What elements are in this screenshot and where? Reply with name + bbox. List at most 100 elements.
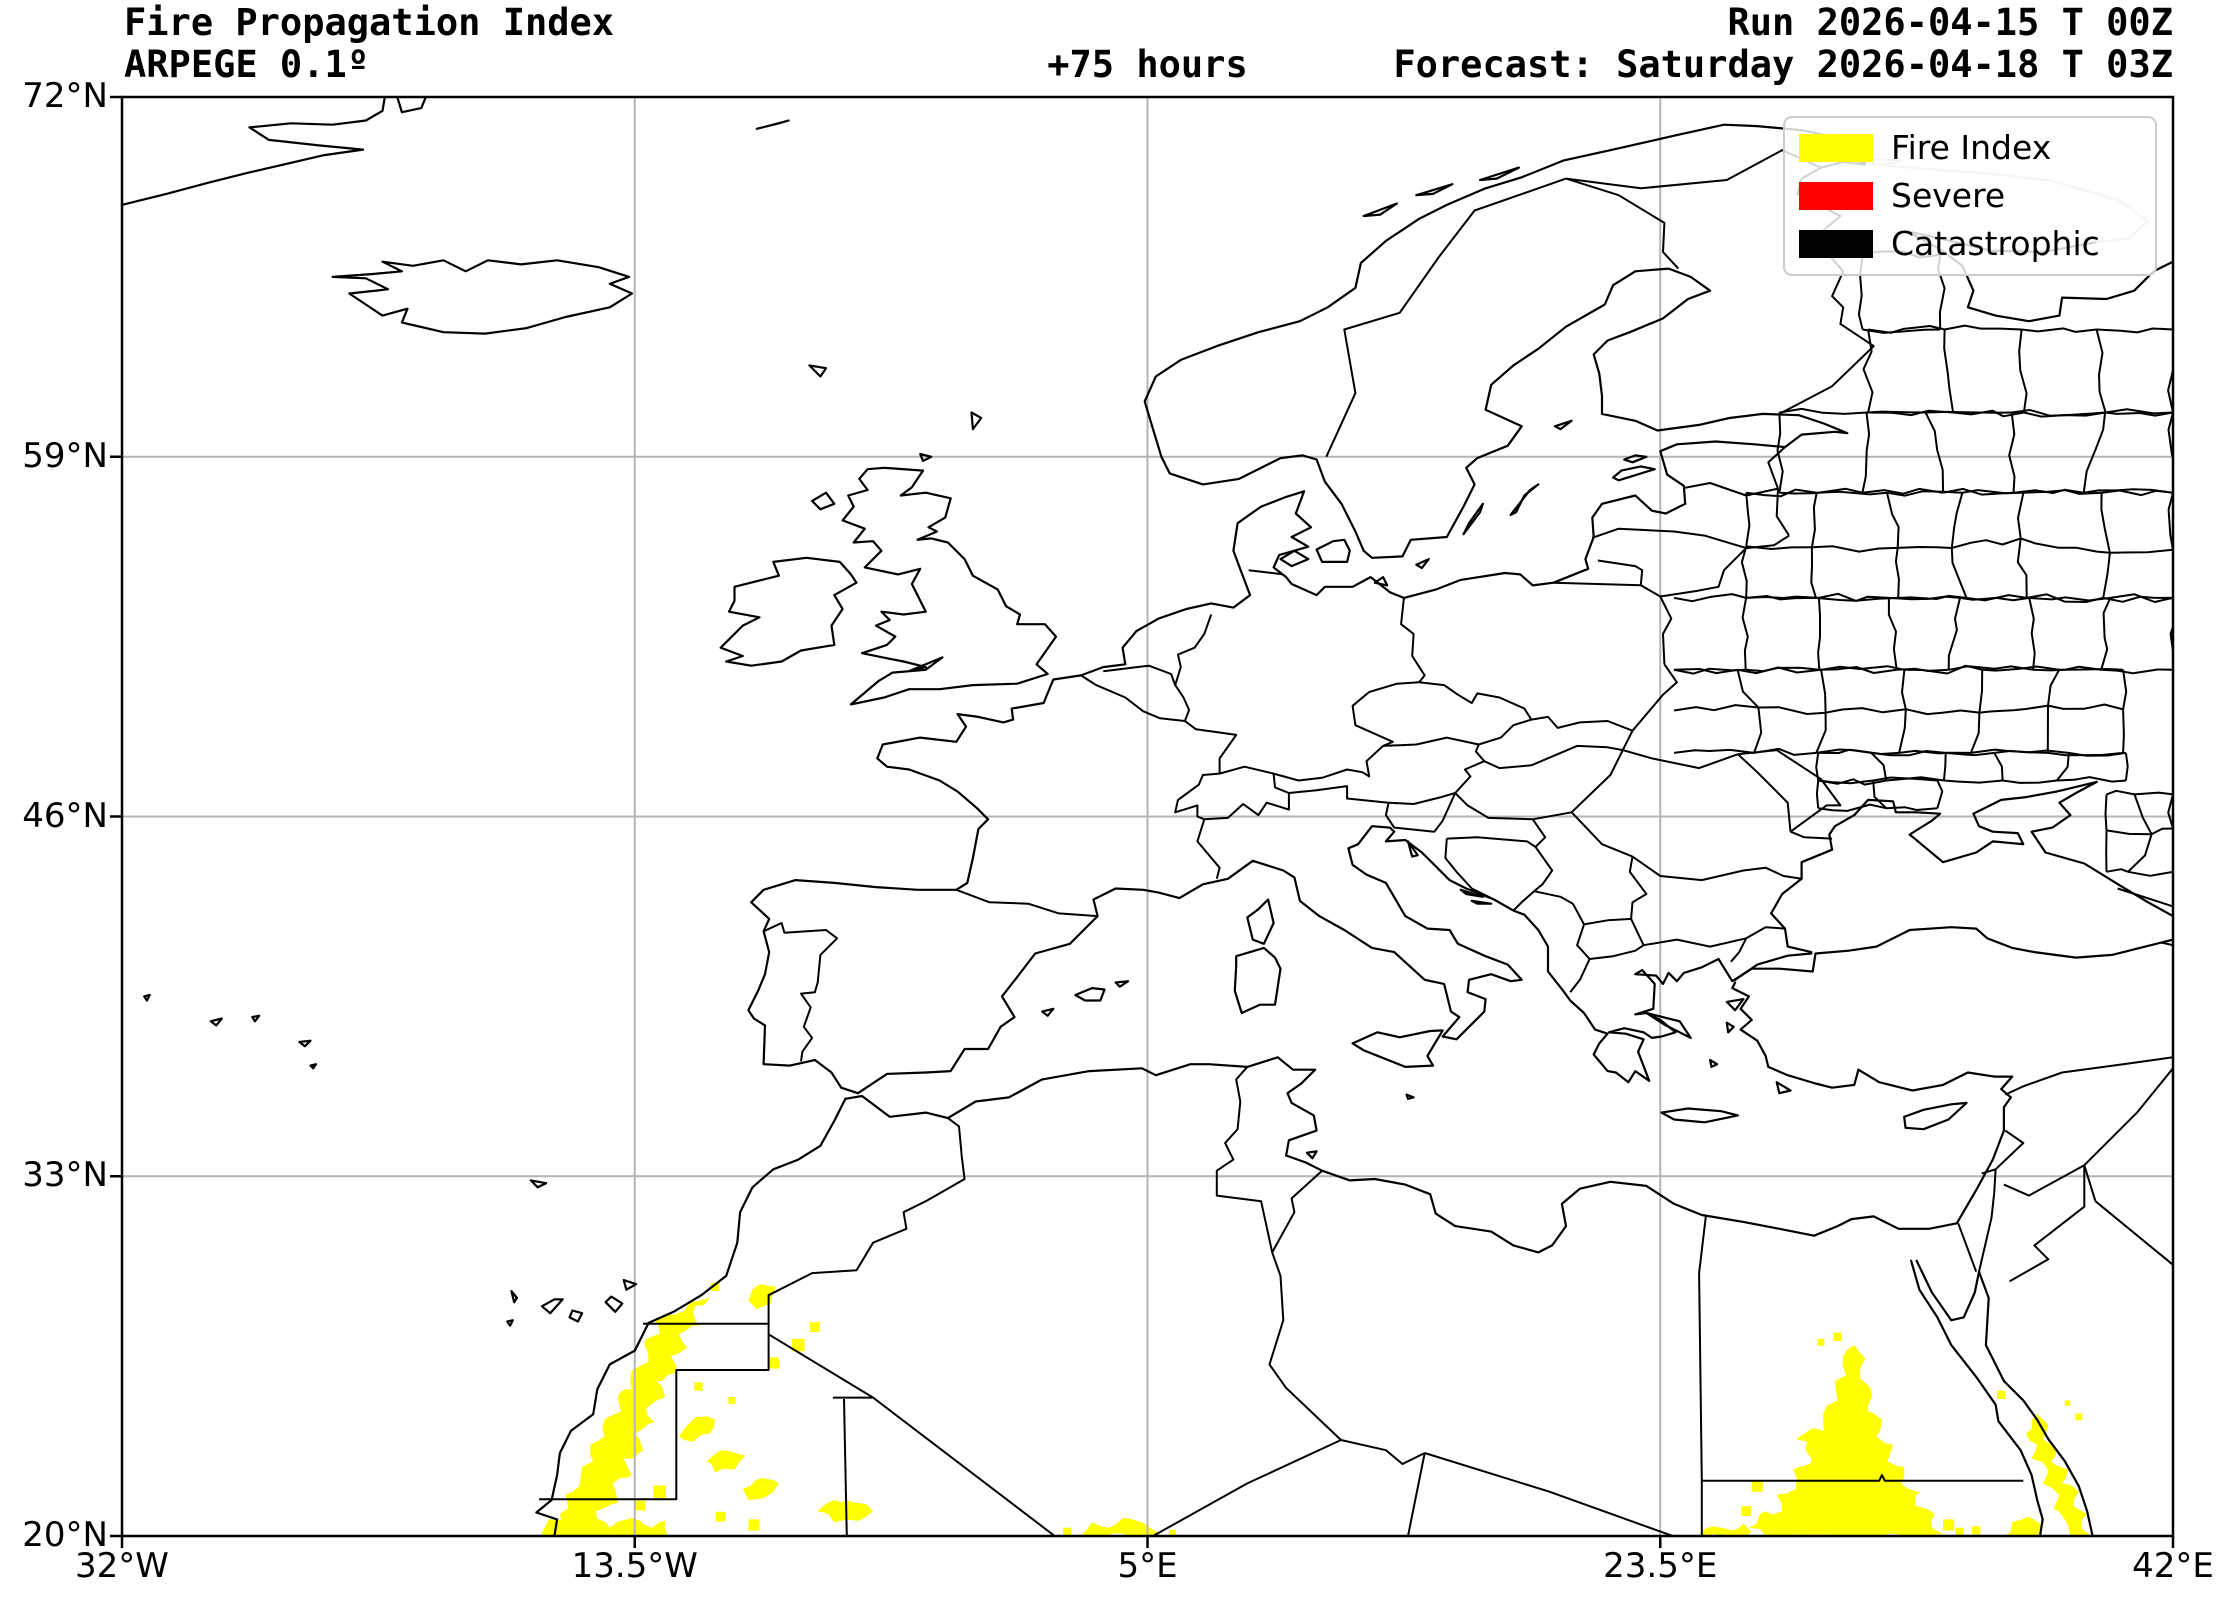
border-dk-de — [1248, 569, 1284, 576]
catastrophic-swatch — [1799, 230, 1873, 258]
border-jo-iq — [2083, 1164, 2097, 1202]
border-de-pl — [1400, 597, 1426, 683]
fire-dot — [728, 1396, 736, 1404]
border-rs-kosovo-al — [1572, 903, 1585, 925]
border-il-lb — [1981, 1168, 1996, 1175]
island-oland — [1462, 502, 1484, 536]
border-pt-es — [763, 922, 839, 1062]
border-ly-ne — [1340, 1439, 1426, 1465]
border-ro-md — [1737, 753, 1792, 832]
border-bg-gr — [1643, 937, 1747, 948]
border-pl-ru-kaliningrad — [1553, 581, 1641, 587]
border-ee-ru — [1767, 446, 1786, 489]
border-se-fi — [1565, 177, 1680, 270]
border-il-eg — [1957, 1222, 1978, 1273]
island-crete — [1660, 1107, 1739, 1124]
y-tick-label: 72°N — [22, 76, 108, 116]
fire-index-swatch — [1799, 134, 1873, 162]
country-borders — [539, 149, 2173, 1536]
border-tr-ge — [2160, 941, 2173, 947]
coast-marmara-north-shore — [1734, 952, 1813, 981]
border-dz-mr — [768, 1333, 874, 1399]
island-malta — [1405, 1093, 1415, 1100]
island-sardinia — [1233, 946, 1282, 1015]
border-lb-sy — [1994, 1129, 2025, 1171]
legend-item-catastrophic: Catastrophic — [1799, 226, 2155, 262]
island-gotland — [1509, 483, 1540, 516]
border-cz-pl — [1418, 681, 1533, 721]
fire-dot — [2016, 1520, 2031, 1535]
border-hu-ro — [1570, 749, 1624, 814]
island-gran-canaria — [568, 1309, 584, 1323]
y-tick-label: 59°N — [22, 435, 108, 476]
admin-mesh — [1673, 250, 2173, 877]
island-funen — [1279, 549, 1310, 568]
fire-dot — [1880, 1523, 1889, 1532]
map-legend: Fire Index Severe Catastrophic — [1783, 116, 2157, 276]
legend-item-fire-index: Fire Index — [1799, 130, 2155, 166]
island-fuerteventura — [604, 1295, 624, 1313]
border-ch-at — [1272, 773, 1290, 794]
fire-dot — [715, 1511, 726, 1522]
fire-dot — [653, 1485, 666, 1498]
island-iceland — [331, 259, 634, 335]
island-sicily — [1351, 1029, 1444, 1068]
fire-dot — [767, 1357, 779, 1369]
fire-dot — [792, 1338, 805, 1352]
border-cz-at — [1383, 736, 1479, 747]
island-cyprus — [1903, 1101, 1968, 1131]
y-tick-label: 46°N — [22, 795, 108, 836]
border-hu-rs — [1532, 811, 1572, 821]
border-mk-bg — [1630, 918, 1645, 946]
border-fr-be-de — [1080, 674, 1238, 774]
legend-label: Catastrophic — [1891, 224, 2100, 263]
border-ba-me — [1512, 890, 1535, 912]
border-be-nl-de — [1103, 664, 1191, 722]
border-ro-ua-north — [1622, 749, 1739, 770]
border-hu-hr — [1454, 792, 1533, 821]
coastlines — [122, 97, 2173, 1536]
island-lesbos — [1725, 998, 1745, 1012]
island-bornholm — [1415, 558, 1430, 570]
island-lofoten-3 — [1479, 166, 1520, 182]
island-lofoten-2 — [1415, 183, 1454, 197]
border-lt-ru-kaliningrad — [1597, 559, 1644, 586]
fire-area-sahara-inland-2 — [706, 1450, 746, 1473]
coast-africa-levant-anatolia-coast — [844, 981, 2014, 1254]
tick-marks — [110, 95, 2175, 1548]
border-it-at-si — [1288, 785, 1396, 829]
island-el-hierro — [506, 1319, 514, 1327]
border-ly-eg — [1698, 1214, 1707, 1536]
island-korcula — [1470, 899, 1493, 905]
border-pl-by — [1659, 596, 1673, 665]
island-corsica — [1246, 898, 1275, 945]
fire-area-mali-niger-bottom — [1081, 1518, 1162, 1536]
x-tick-label: 5°E — [1117, 1546, 1178, 1586]
lead-time-label: +75 hours — [1047, 43, 1248, 86]
border-ch-it — [1204, 793, 1290, 821]
legend-label: Severe — [1891, 176, 2006, 215]
border-ma-dz — [767, 1117, 966, 1324]
island-jan-mayen — [755, 119, 790, 130]
island-rhodes — [1775, 1081, 1792, 1095]
x-tick-label: 32°W — [75, 1546, 169, 1586]
border-ws-east-mr — [539, 1323, 770, 1501]
border-lt-pl — [1640, 584, 1661, 598]
border-dz-ne — [1152, 1439, 1342, 1536]
fire-dot — [748, 1519, 760, 1531]
coast-mediterranean-north-coast — [856, 825, 2173, 1095]
border-ro-bg — [1631, 855, 1802, 882]
fire-dot — [1849, 1514, 1860, 1525]
border-hr-ba-west — [1444, 838, 1495, 901]
coast-red-sea-west-coast — [1910, 1259, 2044, 1536]
border-lv-ru — [1775, 488, 1790, 537]
border-at-sk — [1474, 744, 1486, 762]
border-de-at — [1273, 745, 1384, 782]
y-tick-label: 33°N — [22, 1155, 108, 1196]
border-lt-by — [1660, 547, 1747, 598]
border-si-hr — [1394, 792, 1457, 833]
x-tick-label: 13.5°W — [571, 1546, 698, 1586]
border-no-se — [1325, 177, 1567, 458]
border-ne-td — [1407, 1452, 1426, 1536]
